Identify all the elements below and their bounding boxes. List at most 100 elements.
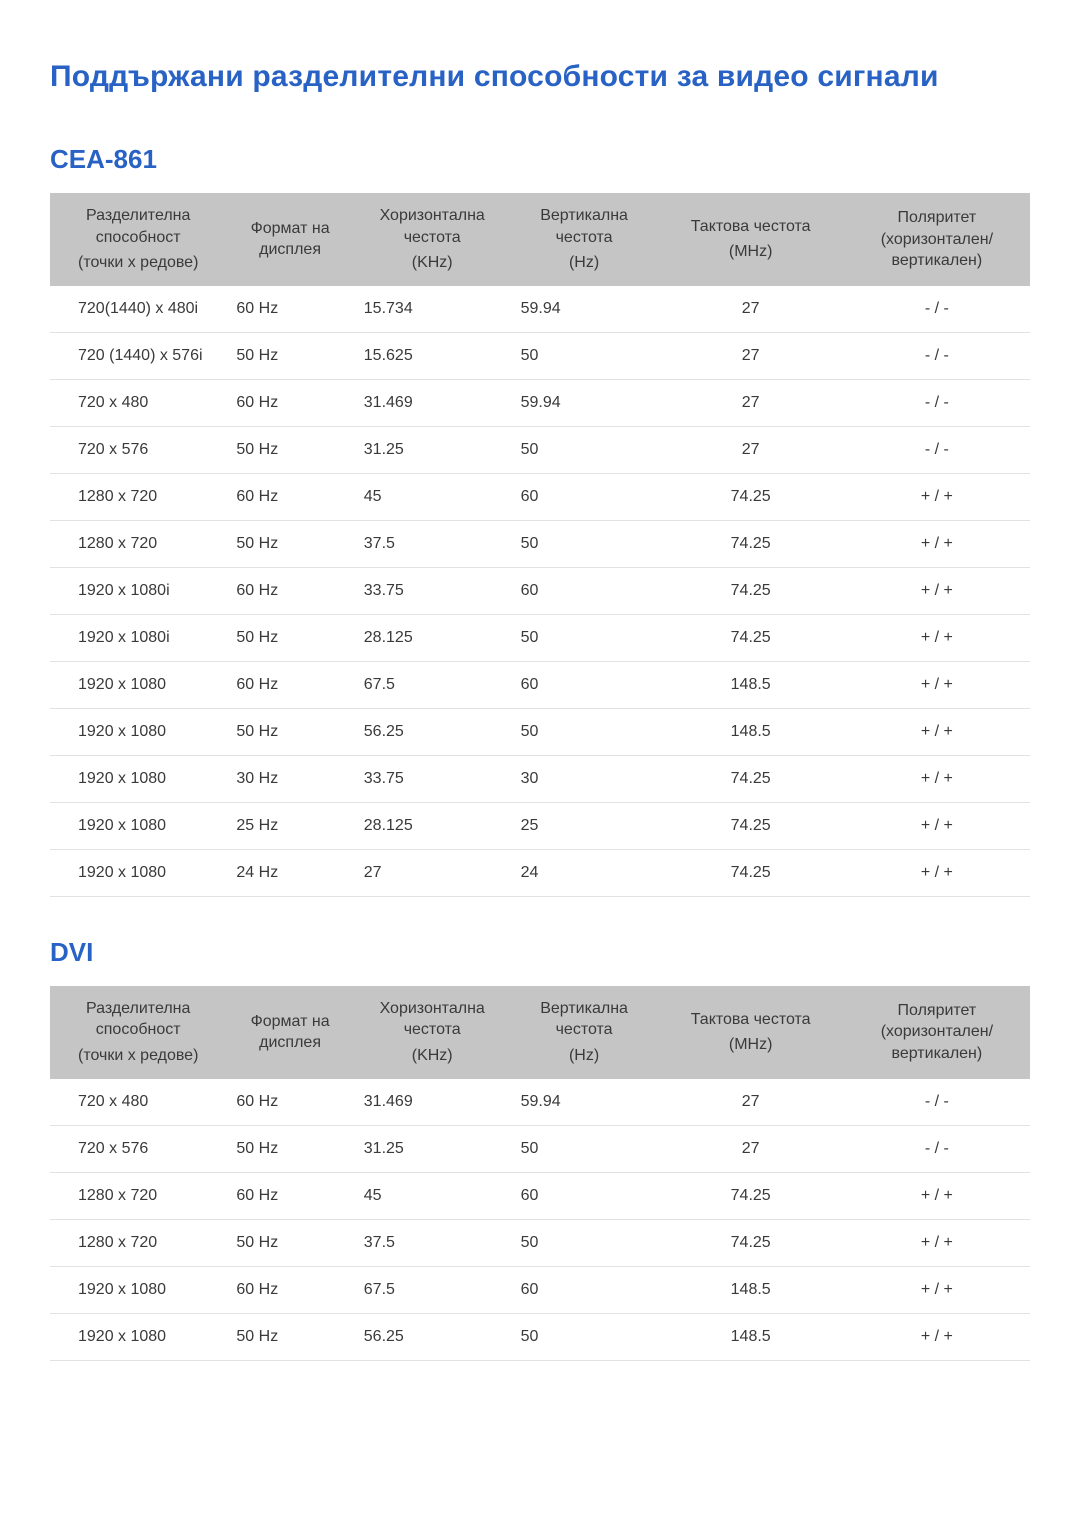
table-row: 720(1440) x 480i60 Hz15.73459.9427- / - xyxy=(50,286,1030,333)
table-cell: 30 xyxy=(511,755,658,802)
table-cell: 27 xyxy=(658,332,844,379)
table-cell: 45 xyxy=(354,1172,511,1219)
table-header-cell: Вертикална честота (Hz) xyxy=(511,986,658,1079)
table-cell: 1920 x 1080 xyxy=(50,755,226,802)
header-line1: Поляритет (хоризонтален/ вертикален) xyxy=(852,1000,1022,1065)
table-cell: 24 xyxy=(511,849,658,896)
table-cell: 720 x 576 xyxy=(50,426,226,473)
table-cell: + / + xyxy=(844,849,1030,896)
table-row: 1920 x 108050 Hz56.2550148.5+ / + xyxy=(50,1313,1030,1360)
table-cell: + / + xyxy=(844,755,1030,802)
table-cell: 37.5 xyxy=(354,520,511,567)
table-cell: 1280 x 720 xyxy=(50,520,226,567)
table-cell: 56.25 xyxy=(354,708,511,755)
table-header-cell: Поляритет (хоризонтален/ вертикален) xyxy=(844,193,1030,286)
header-line2: (Hz) xyxy=(519,252,650,274)
table-cell: + / + xyxy=(844,1172,1030,1219)
table-cell: + / + xyxy=(844,1266,1030,1313)
table-cell: - / - xyxy=(844,1125,1030,1172)
table-row: 720 x 57650 Hz31.255027- / - xyxy=(50,1125,1030,1172)
table-cell: 74.25 xyxy=(658,849,844,896)
table-cell: 67.5 xyxy=(354,661,511,708)
table-cell: 1920 x 1080 xyxy=(50,661,226,708)
table-cell: 60 Hz xyxy=(226,1079,353,1126)
table-cell: + / + xyxy=(844,567,1030,614)
table-cell: 31.25 xyxy=(354,1125,511,1172)
table-cell: 50 Hz xyxy=(226,708,353,755)
table-cell: 1920 x 1080i xyxy=(50,614,226,661)
table-cell: 31.25 xyxy=(354,426,511,473)
table-cell: 25 Hz xyxy=(226,802,353,849)
table-cell: 25 xyxy=(511,802,658,849)
table-cell: 74.25 xyxy=(658,755,844,802)
table-cell: 50 xyxy=(511,1313,658,1360)
header-line1: Разделителна способност xyxy=(58,205,218,248)
table-cell: 50 xyxy=(511,614,658,661)
header-line1: Хоризонтална честота xyxy=(362,205,503,248)
section-title: CEA-861 xyxy=(50,144,1030,175)
table-header-cell: Разделителна способност(точки x редове) xyxy=(50,986,226,1079)
table-cell: 50 xyxy=(511,1125,658,1172)
table-header-cell: Тактова честота(MHz) xyxy=(658,986,844,1079)
table-cell: 60 Hz xyxy=(226,379,353,426)
table-cell: 27 xyxy=(658,286,844,333)
table-cell: + / + xyxy=(844,802,1030,849)
table-row: 720 x 48060 Hz31.46959.9427- / - xyxy=(50,379,1030,426)
table-row: 720 x 57650 Hz31.255027- / - xyxy=(50,426,1030,473)
table-cell: 15.734 xyxy=(354,286,511,333)
section-title: DVI xyxy=(50,937,1030,968)
table-header-cell: Поляритет (хоризонтален/ вертикален) xyxy=(844,986,1030,1079)
table-cell: 1280 x 720 xyxy=(50,473,226,520)
table-header-row: Разделителна способност(точки x редове)Ф… xyxy=(50,193,1030,286)
sections-container: CEA-861 Разделителна способност(точки x р… xyxy=(50,144,1030,1361)
table-cell: 74.25 xyxy=(658,802,844,849)
table-cell: + / + xyxy=(844,473,1030,520)
header-line2: (KHz) xyxy=(362,1045,503,1067)
table-cell: 1920 x 1080 xyxy=(50,849,226,896)
table-cell: 74.25 xyxy=(658,1219,844,1266)
table-cell: 59.94 xyxy=(511,286,658,333)
table-row: 720 x 48060 Hz31.46959.9427- / - xyxy=(50,1079,1030,1126)
table-cell: 33.75 xyxy=(354,755,511,802)
table-row: 1920 x 108060 Hz67.560148.5+ / + xyxy=(50,661,1030,708)
table-cell: 67.5 xyxy=(354,1266,511,1313)
table-cell: 148.5 xyxy=(658,708,844,755)
header-line2: (MHz) xyxy=(666,1034,836,1056)
table-cell: 60 xyxy=(511,661,658,708)
header-line1: Вертикална честота xyxy=(519,998,650,1041)
header-line1: Формат на дисплея xyxy=(234,218,345,261)
table-cell: 720 x 576 xyxy=(50,1125,226,1172)
table-cell: 1280 x 720 xyxy=(50,1172,226,1219)
table-cell: 28.125 xyxy=(354,614,511,661)
table-cell: 74.25 xyxy=(658,1172,844,1219)
table-cell: 45 xyxy=(354,473,511,520)
table-cell: 74.25 xyxy=(658,473,844,520)
table-row: 1920 x 108024 Hz272474.25+ / + xyxy=(50,849,1030,896)
table-header-cell: Хоризонтална честота(KHz) xyxy=(354,193,511,286)
table-cell: 24 Hz xyxy=(226,849,353,896)
table-cell: 50 Hz xyxy=(226,1125,353,1172)
table-cell: 148.5 xyxy=(658,661,844,708)
header-line1: Формат на дисплея xyxy=(234,1011,345,1054)
table-cell: 50 Hz xyxy=(226,614,353,661)
table-cell: 50 xyxy=(511,1219,658,1266)
table-cell: 50 xyxy=(511,708,658,755)
table-cell: 50 Hz xyxy=(226,332,353,379)
table-cell: 1920 x 1080 xyxy=(50,802,226,849)
table-cell: - / - xyxy=(844,379,1030,426)
table-cell: + / + xyxy=(844,661,1030,708)
table-cell: 50 Hz xyxy=(226,1219,353,1266)
table-cell: 50 xyxy=(511,332,658,379)
spec-table: Разделителна способност(точки x редове)Ф… xyxy=(50,193,1030,897)
header-line2: (Hz) xyxy=(519,1045,650,1067)
table-cell: + / + xyxy=(844,708,1030,755)
table-cell: 74.25 xyxy=(658,614,844,661)
table-cell: - / - xyxy=(844,286,1030,333)
table-cell: 60 Hz xyxy=(226,1172,353,1219)
table-cell: 27 xyxy=(658,379,844,426)
table-row: 1920 x 108030 Hz33.753074.25+ / + xyxy=(50,755,1030,802)
table-cell: 33.75 xyxy=(354,567,511,614)
table-row: 1280 x 72060 Hz456074.25+ / + xyxy=(50,473,1030,520)
table-cell: 50 xyxy=(511,426,658,473)
table-cell: 1920 x 1080i xyxy=(50,567,226,614)
